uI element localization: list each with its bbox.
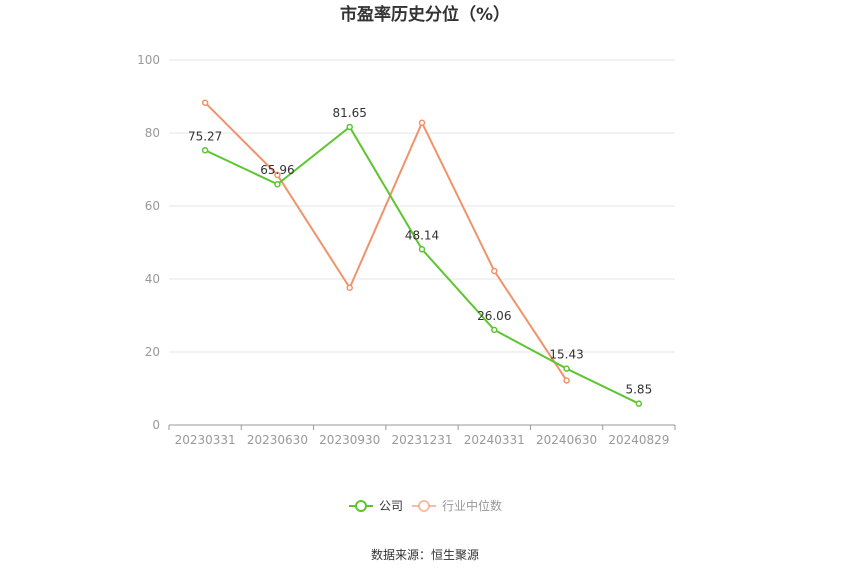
data-label: 65.96 [260,163,294,177]
x-tick-label: 20230930 [319,433,380,447]
legend: 公司 行业中位数 [349,498,502,513]
data-point[interactable] [274,180,281,188]
data-point[interactable] [418,119,426,127]
data-label: 48.14 [405,228,439,242]
data-point[interactable] [491,326,498,334]
data-point[interactable] [563,365,570,372]
y-tick-label: 100 [137,53,160,67]
y-tick-label: 20 [145,345,160,359]
legend-company-marker [355,500,367,512]
x-tick-label: 20230630 [247,433,308,447]
legend-item-company[interactable]: 公司 [349,499,403,513]
data-point[interactable] [201,147,209,154]
source-note: 数据来源：恒生聚源 [371,547,479,562]
series-lines [201,99,643,407]
series-company [201,123,643,407]
data-point[interactable] [274,171,281,179]
y-tick-label: 60 [145,199,160,213]
data-point[interactable] [563,377,570,384]
legend-industry-label: 行业中位数 [442,498,502,513]
data-label: 26.06 [477,309,511,323]
y-axis-tick-labels: 0 20 40 60 80 100 [137,53,160,432]
data-point[interactable] [346,284,353,292]
data-point[interactable] [491,267,498,275]
legend-item-industry-median[interactable]: 行业中位数 [412,498,502,513]
data-label: 81.65 [333,106,367,120]
y-tick-label: 0 [152,418,160,432]
x-tick-label: 20240630 [536,433,597,447]
x-axis-tick-labels: 20230331 20230630 20230930 20231231 20240331… [168,425,676,447]
data-label: 5.85 [625,383,652,397]
data-label: 75.27 [188,129,222,143]
data-label: 15.43 [549,348,583,362]
chart-title: 市盈率历史分位（%） [340,4,510,25]
data-point[interactable] [346,123,353,131]
series-industry-median [201,99,570,384]
grid-lines [169,59,675,353]
legend-industry-marker [418,500,430,512]
series-line [204,101,568,382]
x-tick-label: 20230331 [175,433,236,447]
y-tick-label: 80 [145,126,160,140]
data-point[interactable] [635,400,643,407]
legend-company-label: 公司 [379,499,403,513]
y-tick-label: 40 [145,272,160,286]
x-tick-label: 20240331 [464,433,525,447]
data-point[interactable] [201,99,209,106]
x-tick-label: 20240829 [608,433,669,447]
x-tick-label: 20231231 [391,433,452,447]
data-point[interactable] [418,246,426,253]
data-labels: 75.27 65.96 81.65 48.14 26.06 15.43 5.85 [188,106,652,397]
